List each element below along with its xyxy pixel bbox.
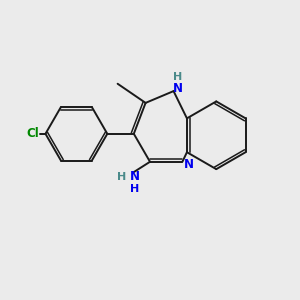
Text: N: N	[173, 82, 183, 95]
Text: H: H	[173, 72, 183, 82]
Text: H: H	[116, 172, 126, 182]
Text: N: N	[184, 158, 194, 171]
Text: N: N	[130, 170, 140, 183]
Text: Cl: Cl	[26, 127, 39, 140]
Text: H: H	[130, 184, 139, 194]
